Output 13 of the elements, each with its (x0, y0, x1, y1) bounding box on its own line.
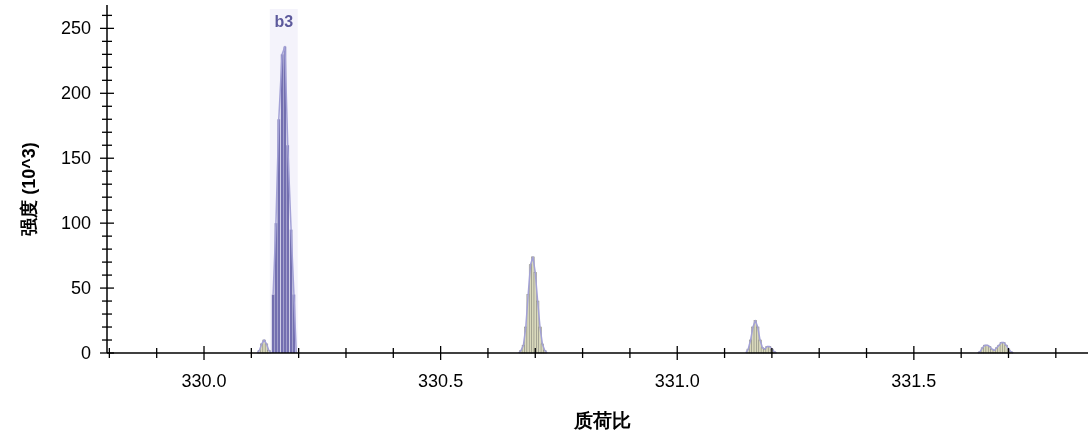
y-axis-title: 强度 (10^3) (19, 142, 39, 236)
y-tick-label: 150 (60, 148, 91, 169)
y-tick-label: 100 (60, 213, 91, 234)
x-tick-label: 331.0 (654, 371, 700, 391)
y-tick-label: 200 (60, 83, 91, 104)
x-tick-label: 331.5 (891, 371, 937, 391)
y-tick-label: 50 (70, 278, 91, 299)
x-axis-title: 质荷比 (573, 410, 631, 431)
band-label: b3 (274, 13, 294, 30)
x-tick-label: 330.5 (418, 371, 464, 391)
y-tick-label: 250 (60, 18, 91, 39)
x-tick-label: 330.0 (181, 371, 227, 391)
y-tick-label: 0 (80, 343, 91, 363)
